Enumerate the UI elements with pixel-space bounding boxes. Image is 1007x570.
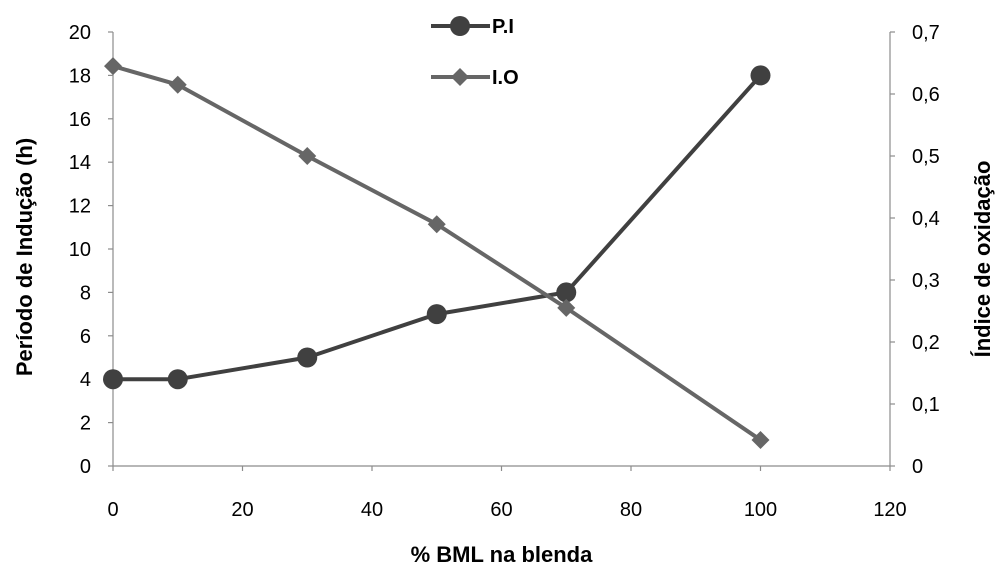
axes bbox=[108, 31, 895, 471]
series-i-o-point bbox=[298, 147, 317, 165]
series-p-i-point bbox=[103, 369, 123, 390]
y-right-tick-label: 0,6 bbox=[912, 84, 940, 106]
y-axis-right-title: Índice de oxidação bbox=[970, 161, 995, 358]
y-left-tick-label: 10 bbox=[69, 239, 91, 261]
series-layer bbox=[103, 57, 771, 449]
y-left-tick-label: 14 bbox=[69, 152, 91, 174]
y-left-tick-label: 20 bbox=[69, 22, 91, 44]
x-tick-label: 100 bbox=[744, 499, 777, 521]
legend-marker bbox=[451, 68, 469, 86]
y-right-tick-label: 0,2 bbox=[912, 332, 940, 354]
legend-item-i-o: I.O bbox=[431, 67, 519, 89]
y-left-tick-label: 2 bbox=[80, 413, 91, 435]
y-right-tick-label: 0,1 bbox=[912, 394, 940, 416]
y-left-tick-label: 16 bbox=[69, 109, 91, 131]
series-i-o-point bbox=[168, 75, 187, 94]
legend-marker bbox=[450, 16, 470, 36]
y-right-tick-label: 0,3 bbox=[912, 270, 940, 292]
series-p-i-point bbox=[556, 282, 577, 303]
series-p-i bbox=[103, 65, 771, 390]
x-axis-title: % BML na blenda bbox=[411, 542, 593, 567]
series-i-o bbox=[104, 57, 770, 449]
y-left-tick-label: 18 bbox=[69, 65, 91, 87]
series-i-o-point bbox=[104, 57, 122, 76]
y-right-tick-label: 0 bbox=[912, 456, 923, 478]
x-tick-label: 60 bbox=[490, 499, 512, 521]
y-left-tick-label: 4 bbox=[80, 369, 91, 391]
legend-item-p-i: P.I bbox=[431, 16, 514, 38]
series-i-o-point bbox=[751, 430, 770, 449]
series-p-i-point bbox=[426, 304, 447, 325]
series-p-i-point bbox=[750, 65, 771, 86]
legend: P.I I.O bbox=[431, 16, 519, 89]
y-right-tick-label: 0,4 bbox=[912, 208, 940, 230]
legend-label: I.O bbox=[492, 67, 519, 89]
x-tick-label: 0 bbox=[107, 499, 118, 521]
y-left-tick-label: 6 bbox=[80, 326, 91, 348]
x-tick-label: 40 bbox=[361, 499, 383, 521]
series-i-o-point bbox=[557, 298, 576, 317]
y-axis-left-title: Período de Indução (h) bbox=[12, 138, 37, 376]
y-left-tick-label: 12 bbox=[69, 196, 91, 218]
legend-label: P.I bbox=[492, 16, 514, 38]
y-right-tick-label: 0,7 bbox=[912, 22, 940, 44]
x-tick-label: 80 bbox=[620, 499, 642, 521]
series-p-i-line bbox=[113, 74, 762, 382]
series-p-i-point bbox=[297, 347, 318, 368]
y-left-tick-label: 8 bbox=[80, 282, 91, 304]
x-tick-label: 20 bbox=[231, 499, 253, 521]
tick-labels: 0 20 40 60 80 100 120 0 2 4 6 8 10 12 14 16 18 20 0 0,1 0,2 0… bbox=[69, 22, 940, 521]
y-left-tick-label: 0 bbox=[80, 456, 91, 478]
series-p-i-point bbox=[167, 369, 188, 390]
series-i-o-point bbox=[427, 215, 446, 234]
y-right-tick-label: 0,5 bbox=[912, 146, 940, 168]
x-tick-label: 120 bbox=[873, 499, 906, 521]
series-i-o-line bbox=[112, 64, 762, 442]
